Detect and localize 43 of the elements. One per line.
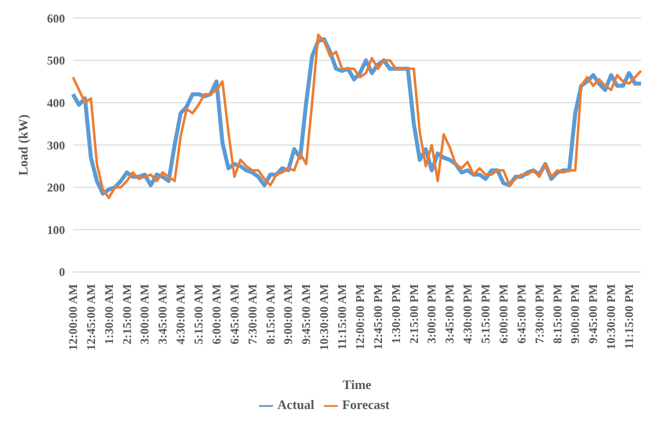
x-tick-label: 8:15:00 AM: [263, 284, 278, 344]
legend-label: Actual: [277, 396, 314, 412]
x-tick-label: 11:15:00 PM: [622, 284, 636, 349]
y-tick-label: 100: [47, 222, 65, 237]
x-tick-label: 9:45:00 AM: [299, 284, 314, 344]
x-tick-label: 1:30:00 AM: [102, 284, 116, 344]
x-tick-label: 9:00:00 PM: [568, 284, 582, 344]
x-tick-label: 5:15:00 AM: [192, 284, 206, 344]
x-tick-label: 12:45:00 AM: [84, 284, 98, 350]
y-tick-label: 500: [47, 54, 65, 68]
x-tick-label: 7:30:00 AM: [245, 284, 260, 344]
x-tick-label: 1:30:00 PM: [388, 284, 403, 344]
x-tick-label: 6:00:00 PM: [496, 284, 510, 344]
x-tick-label: 3:00:00 PM: [424, 284, 439, 344]
x-tick-label: 8:15:00 PM: [550, 284, 564, 344]
y-tick-label: 0: [59, 265, 65, 280]
y-tick-label: 200: [47, 180, 65, 195]
y-tick-label: 400: [47, 96, 65, 110]
x-axis-title: Time: [342, 376, 372, 392]
y-tick-label: 300: [47, 138, 65, 152]
x-tick-label: 2:15:00 PM: [406, 284, 421, 344]
x-tick-label: 4:30:00 PM: [460, 284, 475, 344]
x-tick-label: 10:30:00 AM: [317, 284, 332, 350]
x-tick-label: 2:15:00 AM: [120, 284, 134, 344]
x-tick-label: 6:45:00 AM: [227, 284, 242, 344]
x-tick-label: 9:45:00 PM: [586, 284, 600, 344]
legend-label: Forecast: [342, 396, 390, 412]
x-tick-label: 5:15:00 PM: [478, 284, 493, 344]
x-tick-label: 3:45:00 AM: [156, 284, 170, 344]
x-tick-label: 3:45:00 PM: [442, 284, 457, 344]
x-tick-label: 9:00:00 AM: [281, 284, 296, 344]
x-tick-label: 6:45:00 PM: [514, 284, 528, 344]
x-tick-label: 12:00:00 PM: [352, 284, 367, 350]
y-tick-label: 600: [47, 11, 65, 26]
x-tick-label: 12:45:00 PM: [370, 284, 385, 350]
x-tick-label: 3:00:00 AM: [138, 284, 152, 344]
y-axis-title: Load (kW): [16, 114, 31, 176]
x-tick-label: 12:00:00 AM: [66, 284, 80, 350]
x-tick-label: 10:30:00 PM: [604, 284, 618, 350]
x-tick-label: 11:15:00 AM: [335, 284, 350, 350]
x-tick-label: 7:30:00 PM: [532, 284, 546, 344]
x-tick-label: 6:00:00 AM: [209, 284, 224, 344]
x-tick-label: 4:30:00 AM: [174, 284, 188, 344]
